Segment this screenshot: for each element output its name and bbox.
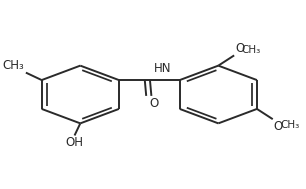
- Text: CH₃: CH₃: [280, 120, 299, 130]
- Text: O: O: [274, 120, 283, 133]
- Text: O: O: [235, 42, 244, 55]
- Text: O: O: [149, 97, 158, 110]
- Text: CH₃: CH₃: [241, 45, 261, 55]
- Text: CH₃: CH₃: [3, 59, 24, 72]
- Text: HN: HN: [154, 62, 171, 75]
- Text: OH: OH: [65, 136, 84, 149]
